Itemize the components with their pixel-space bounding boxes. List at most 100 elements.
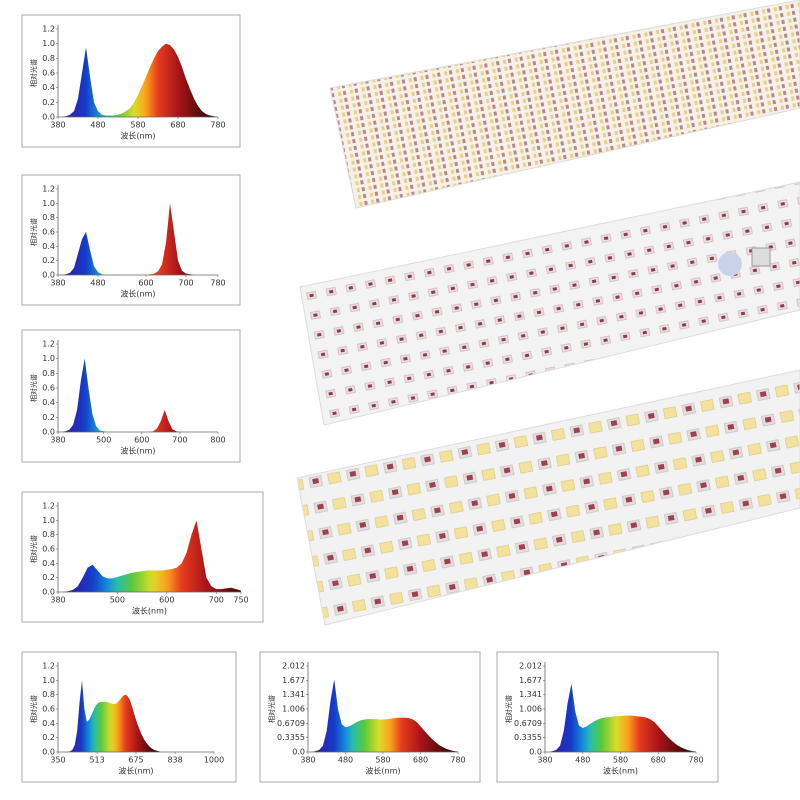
x-tick-label: 350	[50, 756, 65, 765]
chart-frame	[259, 651, 481, 783]
spectrum-chart: 0.0 0.2 0.4 0.6 0.8 1.0 1.2 380 480 600 700 780 波长(n…	[21, 174, 241, 306]
x-axis-label: 波长(nm)	[120, 289, 155, 299]
y-tick-label: 0.0	[42, 428, 55, 437]
x-tick-label: 675	[128, 756, 143, 765]
x-axis-label: 波长(nm)	[118, 766, 153, 776]
y-tick-label: 0.6	[42, 545, 55, 554]
x-tick-label: 600	[134, 436, 149, 445]
y-tick-label: 1.2	[42, 25, 55, 34]
spectrum-chart: 0.0 0.2 0.4 0.6 0.8 1.0 1.2 380 500 600 700 800 波长(n…	[21, 329, 241, 463]
x-tick-label: 780	[210, 121, 225, 130]
x-tick-label: 580	[375, 756, 390, 765]
charts: 0.0 0.2 0.4 0.6 0.8 1.0 1.2 380 480 580 680 780 波长(n…	[21, 14, 719, 783]
x-tick-label: 480	[575, 756, 590, 765]
x-tick-label: 800	[210, 436, 225, 445]
y-tick-label: 1.0	[42, 39, 55, 48]
x-tick-label: 513	[89, 756, 104, 765]
x-tick-label: 680	[651, 756, 666, 765]
x-tick-label: 838	[167, 756, 182, 765]
y-tick-label: 0.8	[42, 54, 55, 63]
y-tick-label: 1.0	[42, 199, 55, 208]
spectrum-area	[58, 520, 241, 592]
y-tick-label: 0.2	[42, 733, 55, 742]
y-tick-label: 1.0	[42, 516, 55, 525]
y-tick-label: 1.2	[42, 185, 55, 194]
y-tick-label: 0.8	[42, 369, 55, 378]
y-tick-label: 0.6	[42, 384, 55, 393]
x-tick-label: 380	[50, 121, 65, 130]
x-tick-label: 600	[159, 596, 174, 605]
y-tick-label: 1.0	[42, 354, 55, 363]
spectrum-area	[58, 203, 218, 275]
x-tick-label: 780	[210, 279, 225, 288]
y-tick-label: 0.2	[42, 256, 55, 265]
y-tick-label: 1.2	[42, 662, 55, 671]
y-tick-label: 0.0	[292, 748, 305, 757]
y-tick-label: 0.6709	[277, 719, 305, 728]
chart-frame	[496, 651, 719, 783]
y-tick-label: 1.006	[282, 705, 305, 714]
y-axis-label: 相对光谱	[29, 374, 38, 402]
spectrum-area	[65, 680, 166, 752]
y-tick-label: 0.8	[42, 530, 55, 539]
y-tick-label: 1.2	[42, 502, 55, 511]
x-tick-label: 680	[170, 121, 185, 130]
spectrum-chart: 0.0 0.3355 0.6709 1.006 1.341 1.677 2.012 380 48…	[496, 651, 719, 783]
x-tick-label: 750	[233, 596, 248, 605]
x-tick-label: 380	[537, 756, 552, 765]
x-tick-label: 380	[300, 756, 315, 765]
x-axis-label: 波长(nm)	[120, 131, 155, 141]
y-tick-label: 0.4	[42, 719, 55, 728]
y-tick-label: 1.006	[519, 705, 542, 714]
x-axis-label: 波长(nm)	[120, 446, 155, 456]
x-tick-label: 580	[613, 756, 628, 765]
led-board	[329, 0, 800, 209]
x-axis-label: 波长(nm)	[603, 766, 638, 776]
x-axis-label: 波长(nm)	[365, 766, 400, 776]
y-tick-label: 1.2	[42, 340, 55, 349]
y-axis-label: 相对光谱	[29, 59, 38, 87]
y-tick-label: 0.0	[529, 748, 542, 757]
y-axis-label: 相对光谱	[267, 695, 276, 723]
x-tick-label: 380	[50, 279, 65, 288]
spectrum-area	[545, 683, 696, 752]
sensor	[718, 252, 742, 276]
y-tick-label: 0.4	[42, 83, 55, 92]
y-axis-label: 相对光谱	[29, 218, 38, 246]
y-tick-label: 0.6	[42, 69, 55, 78]
y-tick-label: 1.341	[519, 690, 542, 699]
y-tick-label: 2.012	[282, 662, 305, 671]
spectrum-chart: 0.0 0.2 0.4 0.6 0.8 1.0 1.2 380 500 600 700 750 波长(n…	[21, 491, 264, 623]
y-tick-label: 1.0	[42, 676, 55, 685]
led-board	[296, 369, 800, 626]
y-axis-label: 相对光谱	[504, 695, 513, 723]
x-tick-label: 500	[110, 596, 125, 605]
y-tick-label: 0.4	[42, 398, 55, 407]
x-tick-label: 700	[178, 279, 193, 288]
y-tick-label: 0.8	[42, 690, 55, 699]
x-tick-label: 380	[50, 436, 65, 445]
y-tick-label: 0.6709	[514, 719, 542, 728]
x-tick-label: 480	[338, 756, 353, 765]
connector	[751, 247, 771, 267]
x-tick-label: 780	[450, 756, 465, 765]
x-tick-label: 580	[130, 121, 145, 130]
x-tick-label: 480	[90, 121, 105, 130]
spectrum-area	[308, 679, 458, 752]
y-tick-label: 0.8	[42, 213, 55, 222]
y-tick-label: 0.6	[42, 228, 55, 237]
x-tick-label: 700	[172, 436, 187, 445]
x-tick-label: 380	[50, 596, 65, 605]
x-tick-label: 500	[96, 436, 111, 445]
y-tick-label: 1.341	[282, 690, 305, 699]
y-tick-label: 0.2	[42, 573, 55, 582]
spectrum-area	[58, 358, 218, 432]
y-tick-label: 0.0	[42, 271, 55, 280]
spectrum-chart: 0.0 0.2 0.4 0.6 0.8 1.0 1.2 350 513 675 838 1000 波长(…	[21, 651, 237, 783]
x-tick-label: 600	[138, 279, 153, 288]
x-tick-label: 780	[688, 756, 703, 765]
y-tick-label: 0.0	[42, 113, 55, 122]
y-tick-label: 0.6	[42, 705, 55, 714]
